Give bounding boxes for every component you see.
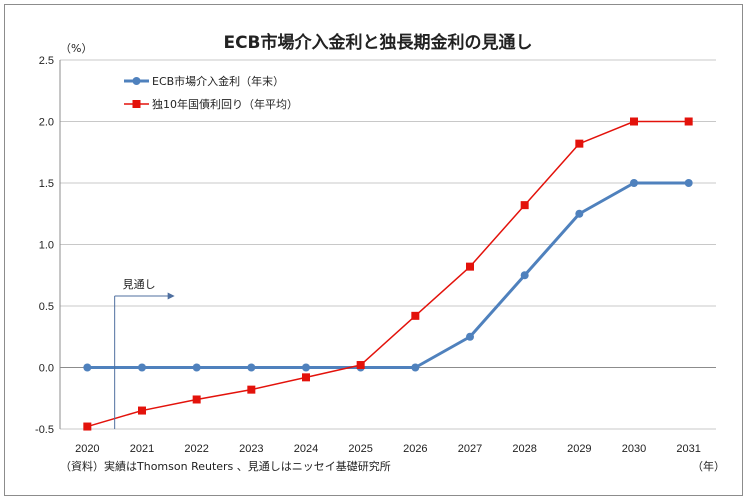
x-tick-label: 2028 <box>512 443 536 455</box>
data-point <box>247 385 256 394</box>
y-tick-label: 2.5 <box>39 55 54 67</box>
legend-item-bund: 独10年国債利回り（年平均） <box>124 97 298 111</box>
forecast-arrow-head <box>167 292 175 300</box>
data-point <box>520 201 529 210</box>
data-point <box>630 179 638 187</box>
x-tick-label: 2031 <box>676 443 700 455</box>
y-tick-label: 0.0 <box>39 363 54 375</box>
chart-title: ECB市場介入金利と独長期金利の見通し <box>223 32 532 53</box>
data-point <box>302 373 310 382</box>
x-tick-label: 2029 <box>567 443 591 455</box>
x-tick-label: 2020 <box>75 443 99 455</box>
data-point <box>684 117 693 126</box>
x-tick-label: 2026 <box>403 443 427 455</box>
legend-marker-bund <box>132 100 141 108</box>
chart-frame <box>4 4 743 496</box>
series-line-0 <box>87 181 689 369</box>
series-layer <box>83 117 693 431</box>
y-tick-label: 0.5 <box>39 301 54 313</box>
gridlines <box>59 59 716 430</box>
series-line-1 <box>87 120 689 428</box>
x-unit-label: （年） <box>692 459 725 473</box>
source-note: （資料）実績はThomson Reuters 、見通しはニッセイ基礎研究所 <box>60 459 391 473</box>
forecast-annotation: 見通し <box>114 278 175 429</box>
data-point <box>138 406 146 415</box>
data-point <box>575 139 584 148</box>
legend-label-bund: 独10年国債利回り（年平均） <box>152 97 298 111</box>
data-point <box>466 262 474 271</box>
y-tick-label: 2.0 <box>39 117 54 129</box>
legend-item-ecb: ECB市場介入金利（年末） <box>124 74 284 88</box>
y-unit-label: （%） <box>60 42 92 55</box>
y-axis-ticks: 2.5 2.0 1.5 1.0 0.5 0.0 -0.5 <box>35 55 54 436</box>
x-tick-label: 2024 <box>294 443 318 455</box>
data-point <box>356 361 365 370</box>
legend-label-ecb: ECB市場介入金利（年末） <box>152 74 284 88</box>
x-axis-ticks: 2020 2021 2022 2023 2024 2025 2026 2027 2028 2029… <box>75 443 701 455</box>
y-tick-label: 1.5 <box>39 178 54 190</box>
data-point <box>192 363 201 372</box>
data-point <box>83 422 92 431</box>
x-tick-label: 2025 <box>348 443 372 455</box>
data-point <box>630 117 638 126</box>
y-tick-label: -0.5 <box>35 424 54 436</box>
x-tick-label: 2022 <box>184 443 208 455</box>
legend-marker-ecb <box>132 77 141 85</box>
y-tick-label: 1.0 <box>39 240 54 252</box>
data-point <box>247 363 256 372</box>
data-point <box>520 271 529 280</box>
x-tick-label: 2021 <box>130 443 154 455</box>
data-point <box>192 395 201 404</box>
data-point <box>411 311 420 320</box>
data-point <box>138 363 146 372</box>
data-point <box>83 363 92 372</box>
x-tick-label: 2023 <box>239 443 263 455</box>
data-point <box>466 332 474 341</box>
data-point <box>575 209 584 218</box>
x-tick-label: 2027 <box>458 443 482 455</box>
data-point <box>302 363 310 372</box>
x-tick-label: 2030 <box>622 443 646 455</box>
data-point <box>684 179 693 187</box>
forecast-label: 見通し <box>123 278 156 291</box>
legend: ECB市場介入金利（年末） 独10年国債利回り（年平均） <box>124 74 298 111</box>
data-point <box>411 363 420 372</box>
